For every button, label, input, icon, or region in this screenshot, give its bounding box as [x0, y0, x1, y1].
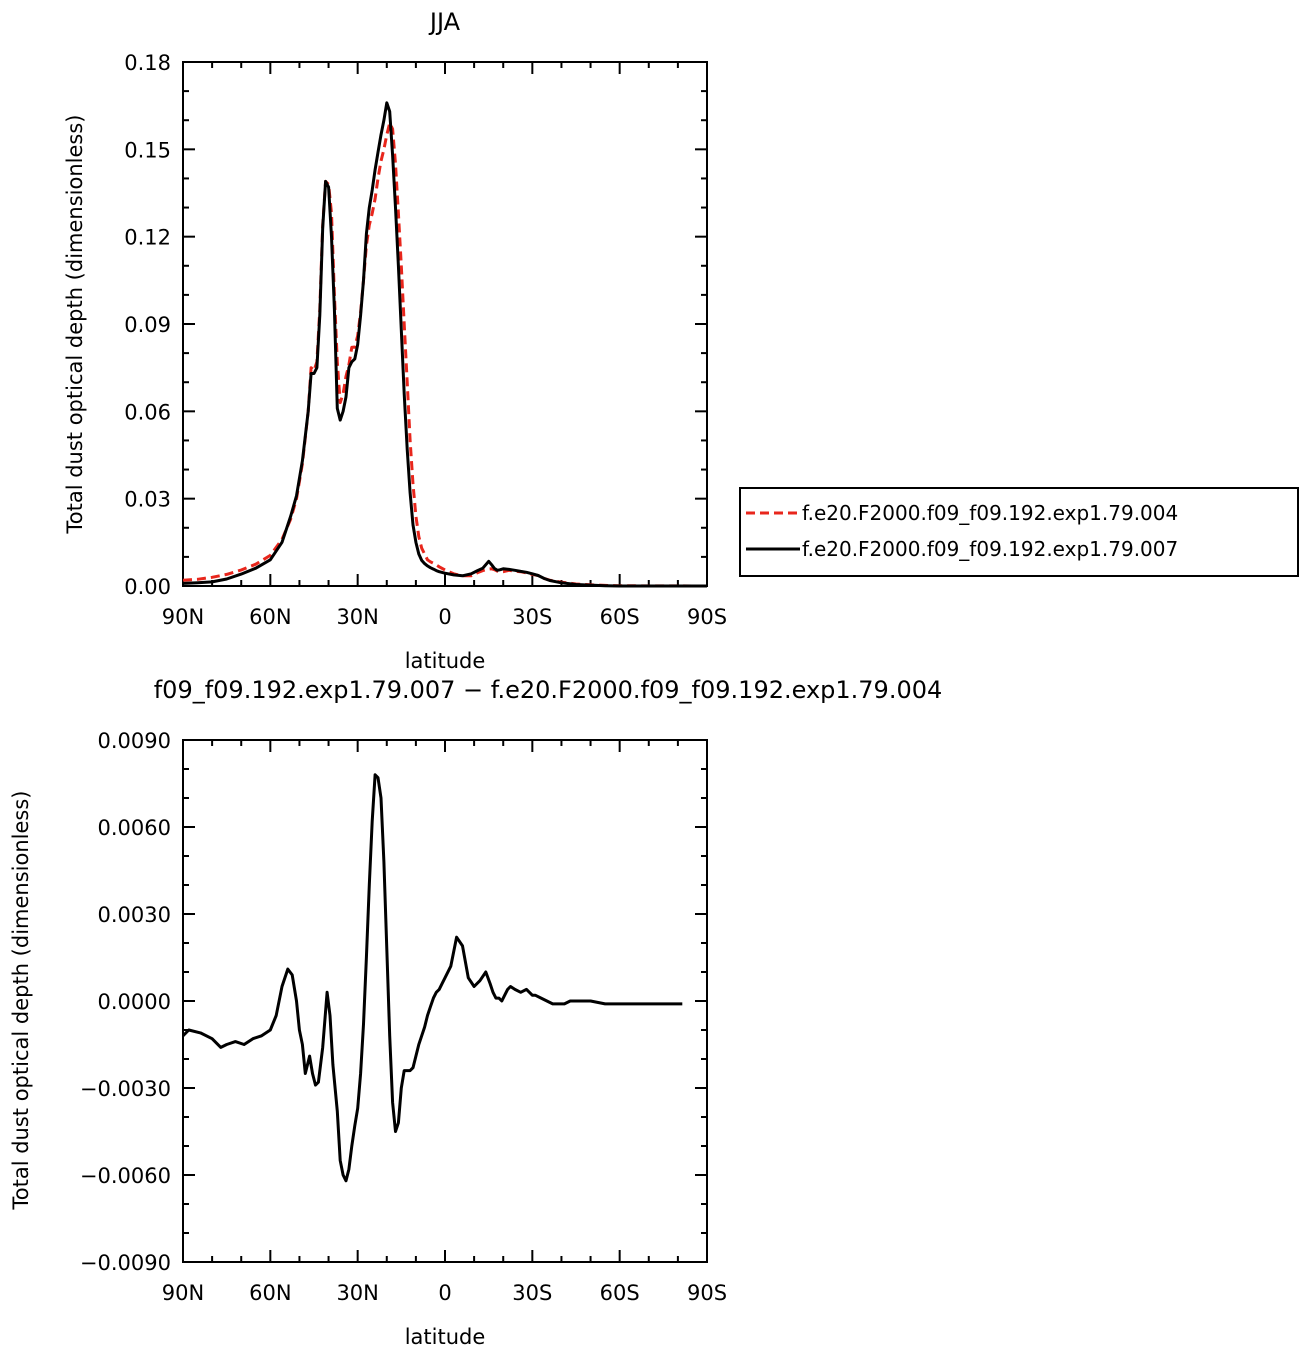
top-y-tick-label: 0.03: [124, 488, 171, 512]
top-plot-frame: [182, 61, 708, 587]
bottom-plot: f09_f09.192.exp1.79.007 − f.e20.F2000.f0…: [9, 676, 942, 1349]
top-plot: JJA 90N 60N 30N 0 30S 60S 90S 0.00 0.03 0.06 0.09 0…: [63, 8, 727, 673]
bottom-y-tick-label: 0.0000: [98, 990, 171, 1014]
top-plot-x-axis-label: latitude: [405, 649, 486, 673]
legend-label-series-004: f.e20.F2000.f09_f09.192.exp1.79.004: [802, 501, 1178, 525]
legend: f.e20.F2000.f09_f09.192.exp1.79.004 f.e2…: [739, 487, 1299, 577]
bottom-y-tick-label: −0.0030: [80, 1077, 171, 1101]
legend-label-series-007: f.e20.F2000.f09_f09.192.exp1.79.007: [802, 537, 1178, 561]
bottom-plot-title: f09_f09.192.exp1.79.007 − f.e20.F2000.f0…: [154, 676, 943, 704]
top-y-tick-label: 0.18: [124, 51, 171, 75]
bottom-plot-y-axis-label: Total dust optical depth (dimensionless): [9, 791, 33, 1211]
bottom-x-tick-label: 90N: [162, 1281, 204, 1305]
bottom-x-tick-label: 60S: [600, 1281, 640, 1305]
bottom-plot-x-axis-label: latitude: [405, 1325, 486, 1349]
bottom-x-tick-label: 90S: [687, 1281, 727, 1305]
top-y-tick-label: 0.15: [124, 138, 171, 162]
bottom-x-tick-label: 30S: [512, 1281, 552, 1305]
bottom-x-tick-label: 30N: [336, 1281, 378, 1305]
bottom-series-line-0: [181, 773, 683, 1183]
top-series-line-1: [182, 101, 707, 588]
bottom-x-tick-label: 0: [438, 1281, 451, 1305]
bottom-y-tick-label: −0.0060: [80, 1164, 171, 1188]
top-plot-marks: 90N 60N 30N 0 30S 60S 90S 0.00 0.03 0.06 0.09 0.12 0…: [124, 51, 727, 629]
top-x-tick-label: 30N: [336, 605, 378, 629]
top-y-tick-label: 0.00: [124, 575, 171, 599]
bottom-y-tick-label: −0.0090: [80, 1251, 171, 1275]
top-x-tick-label: 60S: [600, 605, 640, 629]
bottom-x-tick-label: 60N: [249, 1281, 291, 1305]
top-x-tick-label: 90N: [162, 605, 204, 629]
top-x-tick-label: 30S: [512, 605, 552, 629]
top-y-tick-label: 0.12: [124, 226, 171, 250]
bottom-plot-frame: [182, 739, 708, 1263]
bottom-plot-marks: 90N 60N 30N 0 30S 60S 90S −0.0090 −0.0060 −0.0030…: [80, 729, 727, 1305]
top-series-line-0: [182, 121, 708, 588]
top-x-tick-label: 90S: [687, 605, 727, 629]
legend-box: [739, 487, 1299, 577]
bottom-y-tick-label: 0.0060: [98, 816, 171, 840]
top-plot-y-axis-label: Total dust optical depth (dimensionless): [63, 115, 87, 535]
bottom-y-tick-label: 0.0090: [98, 729, 171, 753]
top-x-tick-label: 0: [438, 605, 451, 629]
top-plot-title: JJA: [428, 8, 461, 36]
top-y-tick-label: 0.09: [124, 313, 171, 337]
top-x-tick-label: 60N: [249, 605, 291, 629]
top-y-tick-label: 0.06: [124, 400, 171, 424]
bottom-y-tick-label: 0.0030: [98, 903, 171, 927]
